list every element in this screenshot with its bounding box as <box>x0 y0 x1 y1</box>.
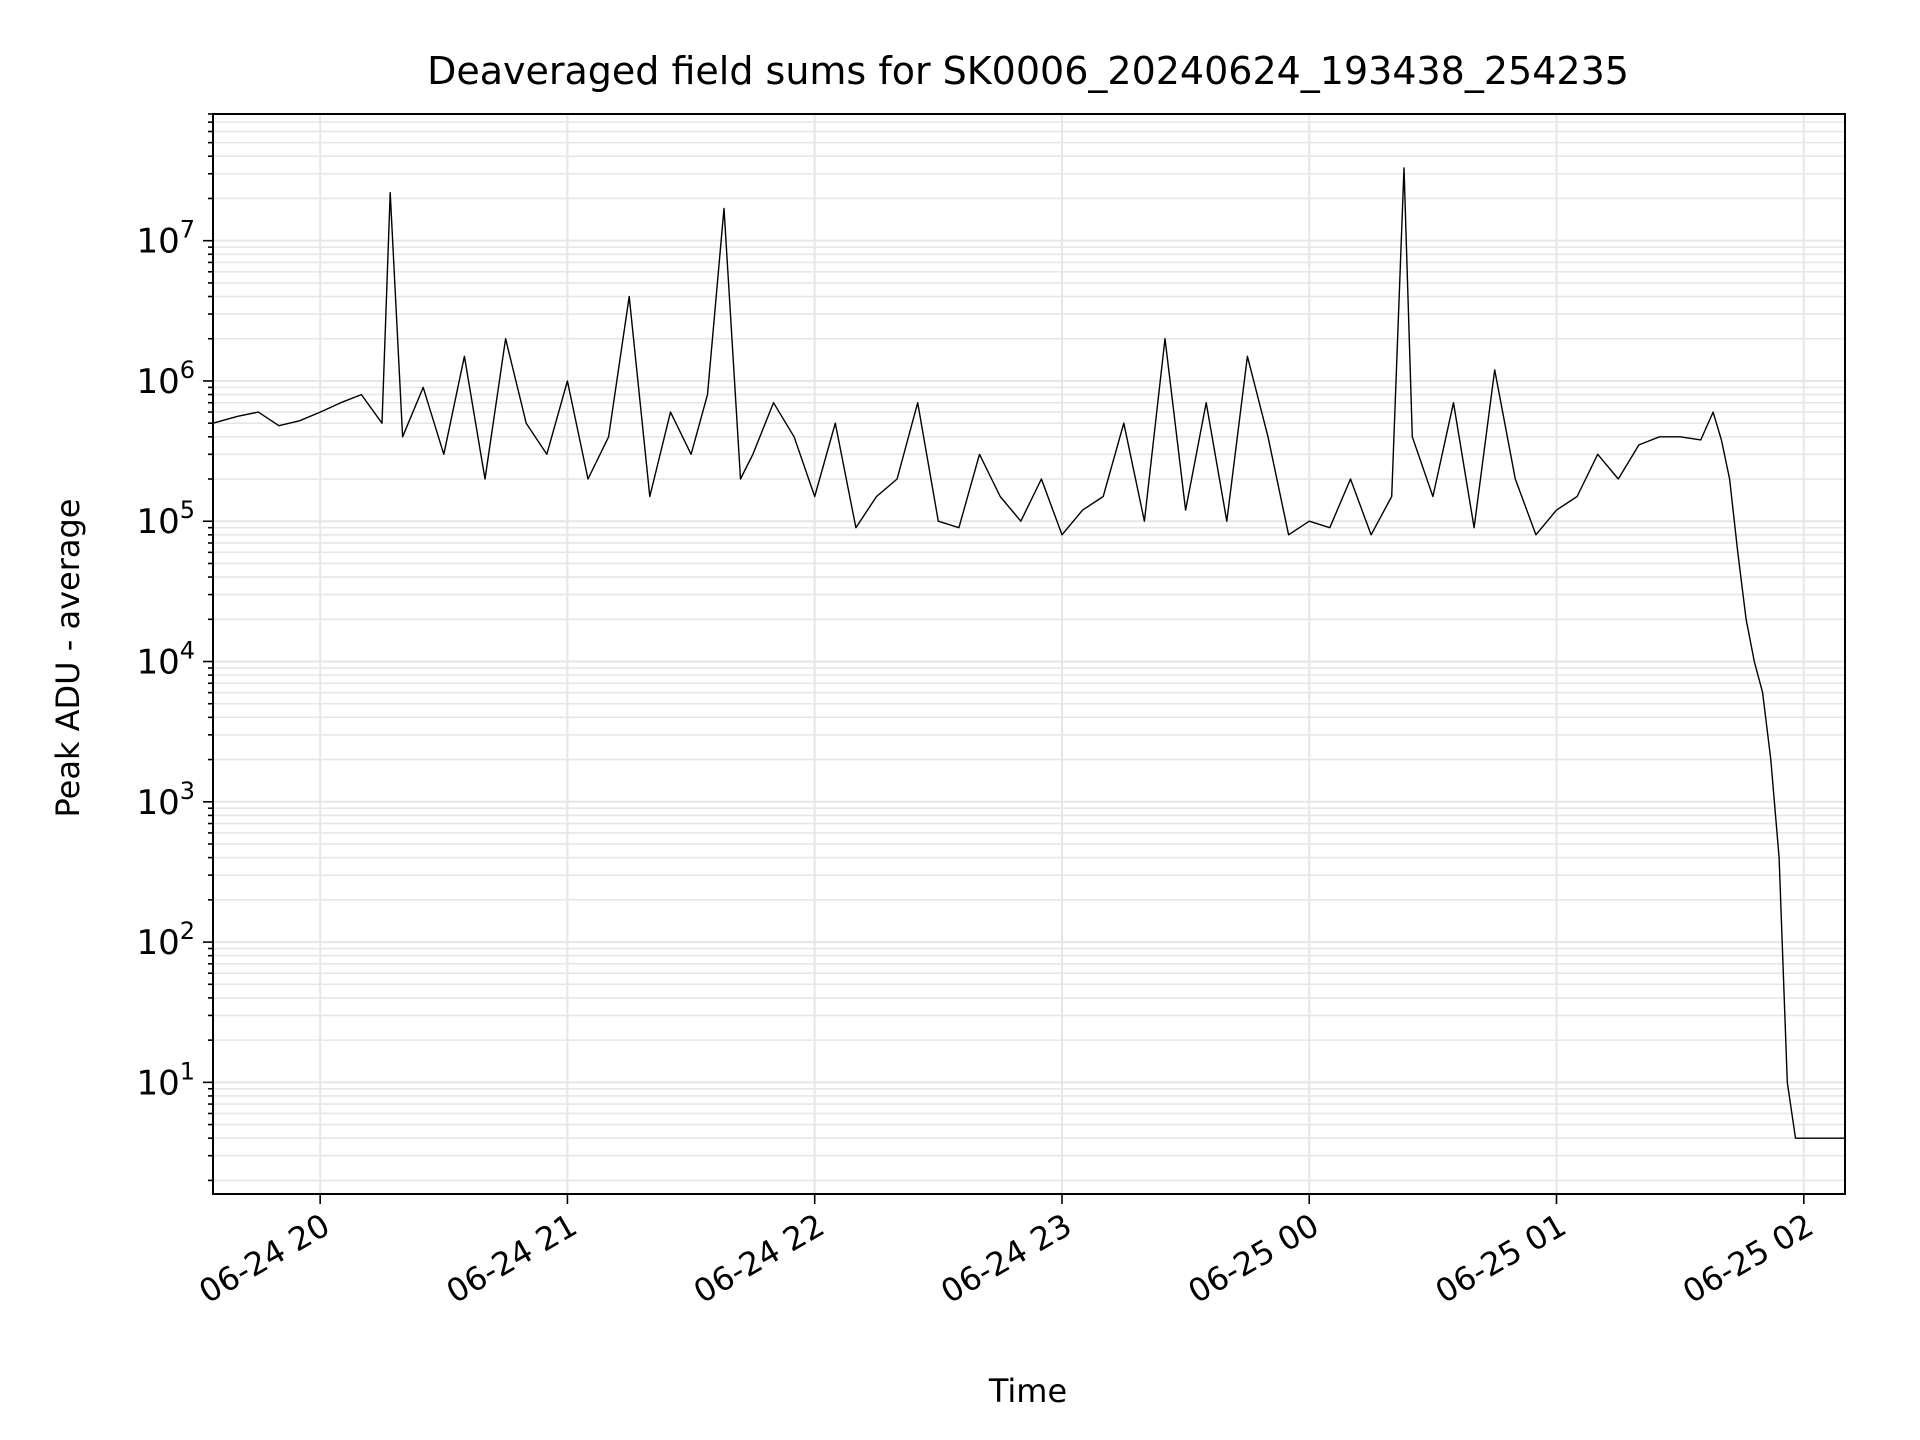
y-axis-label: Peak ADU - average <box>49 499 87 818</box>
grid-lines <box>213 113 1845 1194</box>
y-tick-label: 106 <box>136 356 195 402</box>
y-tick-label: 107 <box>136 216 195 262</box>
plot-area <box>212 167 1845 1139</box>
chart-title: Deaveraged field sums for SK0006_2024062… <box>427 49 1629 93</box>
x-axis-label: Time <box>988 1372 1067 1410</box>
series-line <box>212 167 1845 1139</box>
y-tick-label: 103 <box>136 777 195 823</box>
axes-frame <box>212 113 1846 1195</box>
y-tick-label: 101 <box>136 1057 195 1103</box>
y-tick-label: 104 <box>136 637 195 683</box>
y-axis-ticks: 101 102 103 104 105 106 107 <box>136 113 213 1182</box>
y-tick-label: 102 <box>136 917 195 963</box>
y-tick-label: 105 <box>136 496 195 542</box>
